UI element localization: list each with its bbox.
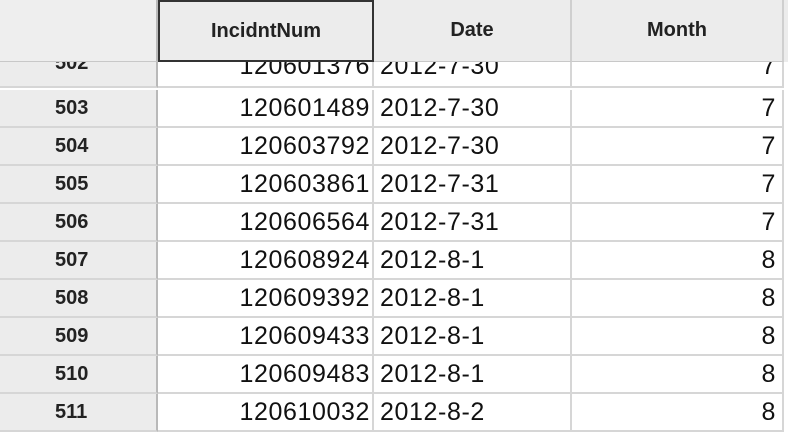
cell-date[interactable]: 2012-8-1 <box>374 356 572 394</box>
row-header[interactable]: 511 <box>0 394 158 432</box>
cell-date[interactable]: 2012-8-1 <box>374 318 572 356</box>
cell-incidntnum[interactable]: 120609483 <box>158 356 374 394</box>
table-row: 508 120609392 2012-8-1 8 <box>0 280 788 318</box>
cell-date[interactable]: 2012-8-1 <box>374 242 572 280</box>
cell-incidntnum[interactable]: 120610032 <box>158 394 374 432</box>
table-row: 511 120610032 2012-8-2 8 <box>0 394 788 432</box>
cell-incidntnum[interactable]: 120609433 <box>158 318 374 356</box>
cell-date[interactable]: 2012-8-2 <box>374 394 572 432</box>
table-row: 504 120603792 2012-7-30 7 <box>0 128 788 166</box>
table-row: 505 120603861 2012-7-31 7 <box>0 166 788 204</box>
cell-incidntnum[interactable]: 120603792 <box>158 128 374 166</box>
cell-incidntnum[interactable]: 120606564 <box>158 204 374 242</box>
row-header[interactable]: 507 <box>0 242 158 280</box>
cell-date[interactable]: 2012-7-30 <box>374 90 572 128</box>
row-header[interactable]: 508 <box>0 280 158 318</box>
cell-month[interactable]: 7 <box>572 204 784 242</box>
table-row: 507 120608924 2012-8-1 8 <box>0 242 788 280</box>
row-header[interactable]: 505 <box>0 166 158 204</box>
cell-month[interactable]: 7 <box>572 90 784 128</box>
column-header-month[interactable]: Month <box>572 0 784 62</box>
column-header-incidntnum[interactable]: IncidntNum <box>158 0 374 62</box>
cell-incidntnum[interactable]: 120601489 <box>158 90 374 128</box>
column-header-date[interactable]: Date <box>374 0 572 62</box>
table-row: 510 120609483 2012-8-1 8 <box>0 356 788 394</box>
row-header[interactable]: 504 <box>0 128 158 166</box>
cell-month[interactable]: 7 <box>572 128 784 166</box>
select-all-corner[interactable] <box>0 0 158 62</box>
grid-body: 502 120601376 2012-7-30 7 503 120601489 … <box>0 52 788 432</box>
row-header[interactable]: 503 <box>0 90 158 128</box>
row-header[interactable]: 510 <box>0 356 158 394</box>
cell-month[interactable]: 8 <box>572 280 784 318</box>
cell-date[interactable]: 2012-8-1 <box>374 280 572 318</box>
table-row: 509 120609433 2012-8-1 8 <box>0 318 788 356</box>
column-header-row: IncidntNum Date Month <box>0 0 788 62</box>
cell-month[interactable]: 8 <box>572 394 784 432</box>
cell-month[interactable]: 7 <box>572 166 784 204</box>
cell-month[interactable]: 8 <box>572 356 784 394</box>
cell-incidntnum[interactable]: 120608924 <box>158 242 374 280</box>
cell-month[interactable]: 8 <box>572 318 784 356</box>
cell-incidntnum[interactable]: 120609392 <box>158 280 374 318</box>
cell-incidntnum[interactable]: 120603861 <box>158 166 374 204</box>
cell-date[interactable]: 2012-7-30 <box>374 128 572 166</box>
table-row: 503 120601489 2012-7-30 7 <box>0 90 788 128</box>
cell-month[interactable]: 8 <box>572 242 784 280</box>
cell-date[interactable]: 2012-7-31 <box>374 166 572 204</box>
row-header[interactable]: 509 <box>0 318 158 356</box>
table-row: 506 120606564 2012-7-31 7 <box>0 204 788 242</box>
cell-date[interactable]: 2012-7-31 <box>374 204 572 242</box>
row-header[interactable]: 506 <box>0 204 158 242</box>
